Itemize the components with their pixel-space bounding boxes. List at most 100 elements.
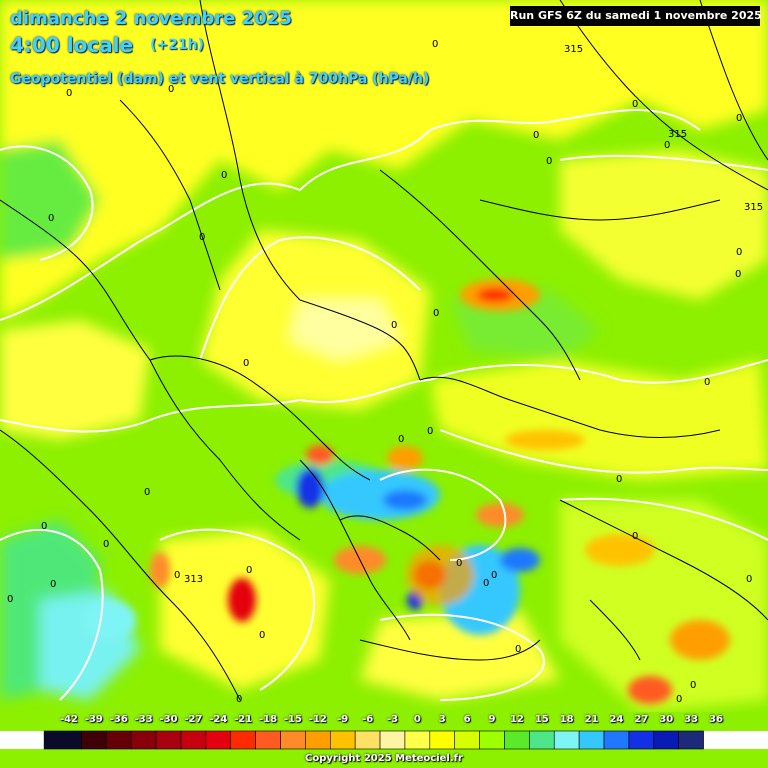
- contour-label: 0: [533, 130, 539, 141]
- legend-swatch: [280, 730, 306, 750]
- velocity-cores: [84, 279, 730, 704]
- contour-label: 0: [168, 84, 174, 95]
- contour-label: 0: [391, 320, 397, 331]
- contour-label: 0: [736, 113, 742, 124]
- legend-swatch: [329, 730, 356, 750]
- legend-tick-label: 0: [413, 714, 421, 725]
- legend-tick-label: -9: [337, 714, 349, 725]
- legend-swatch: [529, 730, 555, 750]
- run-info-box: Run GFS 6Z du samedi 1 novembre 2025: [510, 6, 762, 26]
- contour-label: 0: [735, 269, 741, 280]
- contour-label: 0: [50, 579, 56, 590]
- legend-swatch: [230, 730, 256, 750]
- legend-label-strip: [0, 712, 768, 731]
- legend-tick-label: -39: [84, 714, 103, 725]
- contour-label: 0: [491, 570, 497, 581]
- legend-tick-label: 18: [559, 714, 574, 725]
- legend-tick-label: 9: [488, 714, 496, 725]
- legend-tick-label: -6: [362, 714, 374, 725]
- legend-tick-label: -21: [234, 714, 253, 725]
- contour-label: 315: [668, 129, 687, 140]
- contour-label: 0: [221, 170, 227, 181]
- contour-label: 0: [398, 434, 404, 445]
- legend-tick-label: 30: [659, 714, 674, 725]
- contour-label: 0: [433, 308, 439, 319]
- contour-label: 0: [690, 680, 696, 691]
- legend-tick-label: -18: [259, 714, 278, 725]
- legend-swatch: [155, 730, 182, 750]
- contour-label: 0: [676, 694, 682, 705]
- legend-tick-label: 3: [438, 714, 446, 725]
- legend-tick-label: -27: [184, 714, 203, 725]
- legend-swatch: [603, 730, 630, 750]
- contour-label: 0: [199, 232, 205, 243]
- contour-label: 0: [144, 487, 150, 498]
- legend-tick-label: -24: [209, 714, 228, 725]
- legend-tick-label: -15: [283, 714, 302, 725]
- legend-tick-label: 12: [509, 714, 524, 725]
- contour-label: 313: [184, 574, 203, 585]
- legend-tick-label: 21: [584, 714, 599, 725]
- legend-tick-label: -30: [159, 714, 178, 725]
- legend-tick-label: -3: [386, 714, 399, 725]
- contour-label: 315: [564, 44, 583, 55]
- legend-swatch: [305, 730, 331, 750]
- contour-label: 0: [664, 140, 670, 151]
- legend-tick-label: 24: [609, 714, 624, 725]
- contour-label: 0: [66, 88, 72, 99]
- contour-label: 0: [243, 358, 249, 369]
- contour-label: 0: [7, 594, 13, 605]
- legend-swatch: [354, 730, 381, 750]
- legend-footer-strip: [0, 749, 768, 768]
- contour-label: 0: [246, 565, 252, 576]
- legend-swatch: [429, 730, 456, 750]
- contour-label-group: 0 0 0 0 0 0 0 0 0 0 0 0 0 0 0 0 0 0 0 0 …: [7, 39, 763, 705]
- legend-tick-label: -33: [134, 714, 153, 725]
- legend-tick-label: 6: [463, 714, 471, 725]
- legend-swatch: [479, 730, 505, 750]
- contour-label: 0: [616, 474, 622, 485]
- legend-tick-label: -36: [109, 714, 128, 725]
- contour-label: 0: [704, 377, 710, 388]
- forecast-date: dimanche 2 novembre 2025: [10, 8, 292, 29]
- contour-label: 0: [483, 578, 489, 589]
- legend-swatch: [678, 730, 704, 750]
- contour-label: 0: [515, 644, 521, 655]
- legend-swatch: [130, 730, 157, 750]
- legend-tick-label: 15: [534, 714, 549, 725]
- contour-label: 0: [103, 539, 109, 550]
- legend-tick-label: 36: [709, 714, 723, 725]
- contour-label: 0: [236, 694, 242, 705]
- contour-label: 0: [736, 247, 742, 258]
- parameter-title: Geopotentiel (dam) et vent vertical à 70…: [10, 71, 430, 87]
- legend-tick-label: 27: [634, 714, 649, 725]
- legend-swatch: [205, 730, 232, 750]
- legend-swatch: [180, 730, 207, 750]
- legend-tick-label: -12: [308, 714, 327, 725]
- contour-label: 0: [427, 426, 433, 437]
- legend-tick-label: -42: [59, 714, 79, 725]
- coastlines: [0, 0, 768, 701]
- legend-swatch: [628, 730, 655, 750]
- contour-label: 0: [432, 39, 438, 50]
- legend-swatch: [653, 730, 679, 750]
- legend-swatch: [404, 730, 431, 750]
- legend-swatch: [454, 730, 480, 750]
- contour-lines: [0, 109, 768, 701]
- contour-label: 0: [746, 574, 752, 585]
- contour-label: 0: [259, 630, 265, 641]
- legend-swatch: [255, 730, 281, 750]
- contour-label: 0: [48, 213, 54, 224]
- legend-swatch: [43, 730, 82, 750]
- contour-label: 0: [546, 156, 552, 167]
- contour-label: 0: [41, 521, 47, 532]
- forecast-lead-time: (+21h): [150, 37, 204, 53]
- legend-tick-label: 33: [684, 714, 699, 725]
- copyright-notice: Copyright 2025 Meteociel.fr: [305, 753, 463, 764]
- legend-colorbar: [0, 712, 768, 768]
- contour-label: 0: [632, 99, 638, 110]
- legend-swatch: [553, 730, 580, 750]
- contour-label: 0: [174, 570, 180, 581]
- legend-swatch: [81, 730, 107, 750]
